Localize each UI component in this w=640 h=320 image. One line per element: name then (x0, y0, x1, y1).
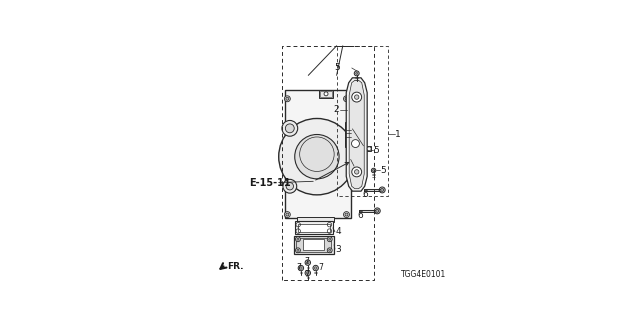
Circle shape (344, 212, 349, 218)
Circle shape (376, 209, 379, 212)
Circle shape (283, 179, 297, 193)
Text: 4: 4 (335, 227, 341, 236)
Bar (303, 239, 324, 250)
Bar (297, 217, 334, 222)
Text: 6: 6 (362, 190, 368, 199)
Bar (351, 158, 361, 163)
Text: 5: 5 (380, 166, 386, 175)
Bar (285, 90, 351, 218)
Text: 7: 7 (304, 270, 308, 279)
Bar (345, 122, 351, 147)
Circle shape (352, 92, 362, 102)
Circle shape (313, 265, 318, 271)
Polygon shape (349, 80, 364, 189)
Circle shape (305, 260, 310, 265)
Text: E-15-11: E-15-11 (249, 178, 291, 188)
Circle shape (355, 170, 359, 174)
Circle shape (329, 249, 331, 251)
Text: FR.: FR. (227, 261, 244, 271)
Circle shape (327, 248, 332, 253)
Text: TGG4E0101: TGG4E0101 (401, 270, 446, 279)
Bar (367, 146, 371, 151)
Circle shape (298, 265, 303, 271)
Circle shape (296, 237, 300, 242)
Text: 6: 6 (358, 211, 364, 220)
Text: 7: 7 (297, 262, 301, 272)
Circle shape (286, 97, 289, 100)
Circle shape (314, 267, 317, 269)
Circle shape (352, 167, 362, 177)
Bar (298, 224, 330, 232)
Circle shape (307, 272, 309, 274)
Polygon shape (346, 78, 367, 191)
Circle shape (356, 72, 358, 74)
Circle shape (345, 213, 348, 216)
Circle shape (374, 208, 380, 214)
Text: 2: 2 (333, 105, 339, 114)
Circle shape (329, 238, 331, 240)
Circle shape (305, 270, 310, 276)
Bar (351, 159, 361, 162)
Bar (319, 90, 333, 98)
Circle shape (327, 237, 332, 242)
Circle shape (286, 213, 289, 216)
Circle shape (345, 97, 348, 100)
Text: 3: 3 (335, 244, 341, 253)
Circle shape (307, 261, 309, 264)
Circle shape (297, 238, 299, 240)
Circle shape (371, 168, 376, 173)
Circle shape (381, 188, 384, 191)
Circle shape (344, 96, 349, 102)
Circle shape (282, 120, 298, 136)
Circle shape (284, 212, 291, 218)
Circle shape (279, 118, 355, 195)
Circle shape (286, 182, 294, 190)
Text: 5: 5 (373, 146, 379, 155)
Circle shape (351, 140, 360, 148)
Text: 7: 7 (304, 257, 308, 266)
Bar (294, 236, 334, 254)
Circle shape (380, 187, 385, 193)
Bar (295, 221, 333, 234)
Circle shape (295, 134, 339, 179)
Bar (296, 238, 332, 252)
Circle shape (284, 96, 291, 102)
Circle shape (355, 71, 359, 76)
Circle shape (300, 267, 302, 269)
Circle shape (372, 170, 374, 172)
Circle shape (297, 249, 299, 251)
Circle shape (367, 147, 371, 151)
Circle shape (355, 95, 359, 99)
Bar (320, 91, 332, 97)
Circle shape (324, 92, 328, 96)
Text: 1: 1 (396, 130, 401, 139)
Circle shape (296, 248, 300, 253)
Text: 7: 7 (319, 262, 323, 272)
Text: 5: 5 (335, 63, 340, 72)
Circle shape (285, 124, 294, 133)
